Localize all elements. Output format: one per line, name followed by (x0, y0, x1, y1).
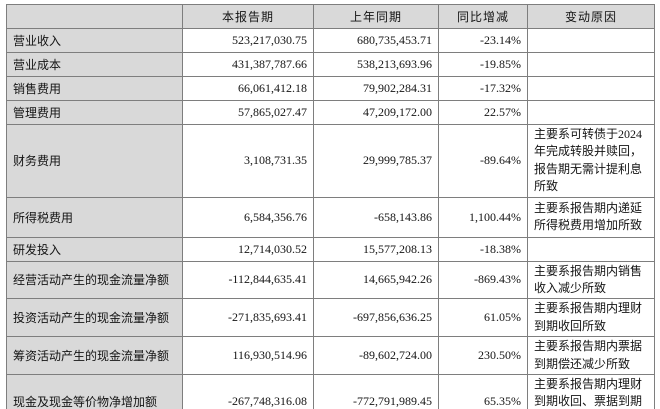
metric-label: 营业收入 (6, 28, 183, 53)
current-period-value: 3,108,731.35 (182, 124, 314, 198)
prior-period-value: -697,856,636.25 (313, 298, 439, 338)
table-row-admin-expense: 管理费用 57,865,027.47 47,209,172.00 22.57% (6, 100, 655, 125)
table-row-income-tax-expense: 所得税费用 6,584,356.76 -658,143.86 1,100.44%… (6, 196, 655, 238)
metric-label: 销售费用 (6, 76, 183, 101)
table-row-operating-cost: 营业成本 431,387,787.66 538,213,693.96 -19.8… (6, 52, 655, 77)
table-row-operating-revenue: 营业收入 523,217,030.75 680,735,453.71 -23.1… (6, 28, 655, 53)
table-header-row: 本报告期 上年同期 同比增减 变动原因 (6, 4, 655, 29)
change-reason (527, 236, 655, 262)
yoy-change-value: 61.05% (438, 298, 528, 338)
yoy-change-value: 22.57% (438, 100, 528, 125)
header-blank-cell (6, 4, 183, 29)
current-period-value: 431,387,787.66 (182, 52, 314, 77)
current-period-value: 116,930,514.96 (182, 336, 314, 375)
current-period-value: 12,714,030.52 (182, 236, 314, 262)
metric-label: 经营活动产生的现金流量净额 (6, 260, 183, 300)
change-reason (527, 28, 655, 53)
metric-label: 投资活动产生的现金流量净额 (6, 298, 183, 338)
prior-period-value: 47,209,172.00 (313, 100, 439, 125)
current-period-value: 57,865,027.47 (182, 100, 314, 125)
yoy-change-value: 1,100.44% (438, 196, 528, 238)
current-period-value: -271,835,693.41 (182, 298, 314, 338)
table-row-finance-expense: 财务费用 3,108,731.35 29,999,785.37 -89.64% … (6, 124, 655, 198)
yoy-change-value: -18.38% (438, 236, 528, 262)
prior-period-value: 15,577,208.13 (313, 236, 439, 262)
prior-period-value: -658,143.86 (313, 196, 439, 238)
yoy-change-value: 230.50% (438, 336, 528, 375)
yoy-change-value: -19.85% (438, 52, 528, 77)
current-period-value: 66,061,412.18 (182, 76, 314, 101)
metric-label: 所得税费用 (6, 196, 183, 238)
change-reason: 主要系报告期内票据到期偿还减少所致 (527, 336, 655, 375)
current-period-value: -267,748,316.08 (182, 373, 314, 409)
prior-period-value: 79,902,284.31 (313, 76, 439, 101)
header-current-period: 本报告期 (182, 4, 314, 29)
header-change-reason: 变动原因 (527, 4, 655, 29)
change-reason (527, 52, 655, 77)
metric-label: 管理费用 (6, 100, 183, 125)
prior-period-value: 680,735,453.71 (313, 28, 439, 53)
change-reason: 主要系可转债于2024年完成转股并赎回，报告期无需计提利息所致 (527, 124, 655, 198)
current-period-value: 6,584,356.76 (182, 196, 314, 238)
header-yoy-change: 同比增减 (438, 4, 528, 29)
yoy-change-value: -17.32% (438, 76, 528, 101)
metric-label: 营业成本 (6, 52, 183, 77)
yoy-change-value: -869.43% (438, 260, 528, 300)
table-row-operating-cash-flow: 经营活动产生的现金流量净额 -112,844,635.41 14,665,942… (6, 260, 655, 300)
table-row-rd-investment: 研发投入 12,714,030.52 15,577,208.13 -18.38% (6, 236, 655, 262)
prior-period-value: -89,602,724.00 (313, 336, 439, 375)
yoy-change-value: 65.35% (438, 373, 528, 409)
yoy-change-value: -89.64% (438, 124, 528, 198)
table-row-investing-cash-flow: 投资活动产生的现金流量净额 -271,835,693.41 -697,856,6… (6, 298, 655, 338)
prior-period-value: 538,213,693.96 (313, 52, 439, 77)
metric-label: 研发投入 (6, 236, 183, 262)
yoy-change-value: -23.14% (438, 28, 528, 53)
change-reason: 主要系报告期内递延所得税费用增加所致 (527, 196, 655, 238)
table-row-selling-expense: 销售费用 66,061,412.18 79,902,284.31 -17.32% (6, 76, 655, 101)
change-reason (527, 100, 655, 125)
change-reason: 主要系报告期内销售收入减少所致 (527, 260, 655, 300)
change-reason (527, 76, 655, 101)
prior-period-value: 14,665,942.26 (313, 260, 439, 300)
change-reason: 主要系报告期内理财到期收回、票据到期偿还减少所致 (527, 373, 655, 409)
metric-label: 筹资活动产生的现金流量净额 (6, 336, 183, 375)
metric-label: 财务费用 (6, 124, 183, 198)
current-period-value: 523,217,030.75 (182, 28, 314, 53)
current-period-value: -112,844,635.41 (182, 260, 314, 300)
prior-period-value: -772,791,989.45 (313, 373, 439, 409)
change-reason: 主要系报告期内理财到期收回所致 (527, 298, 655, 338)
prior-period-value: 29,999,785.37 (313, 124, 439, 198)
header-prior-period: 上年同期 (313, 4, 439, 29)
table-row-financing-cash-flow: 筹资活动产生的现金流量净额 116,930,514.96 -89,602,724… (6, 336, 655, 375)
financial-comparison-table: 本报告期 上年同期 同比增减 变动原因 营业收入 523,217,030.75 … (6, 4, 655, 409)
metric-label: 现金及现金等价物净增加额 (6, 373, 183, 409)
table-row-net-increase-cash: 现金及现金等价物净增加额 -267,748,316.08 -772,791,98… (6, 373, 655, 409)
